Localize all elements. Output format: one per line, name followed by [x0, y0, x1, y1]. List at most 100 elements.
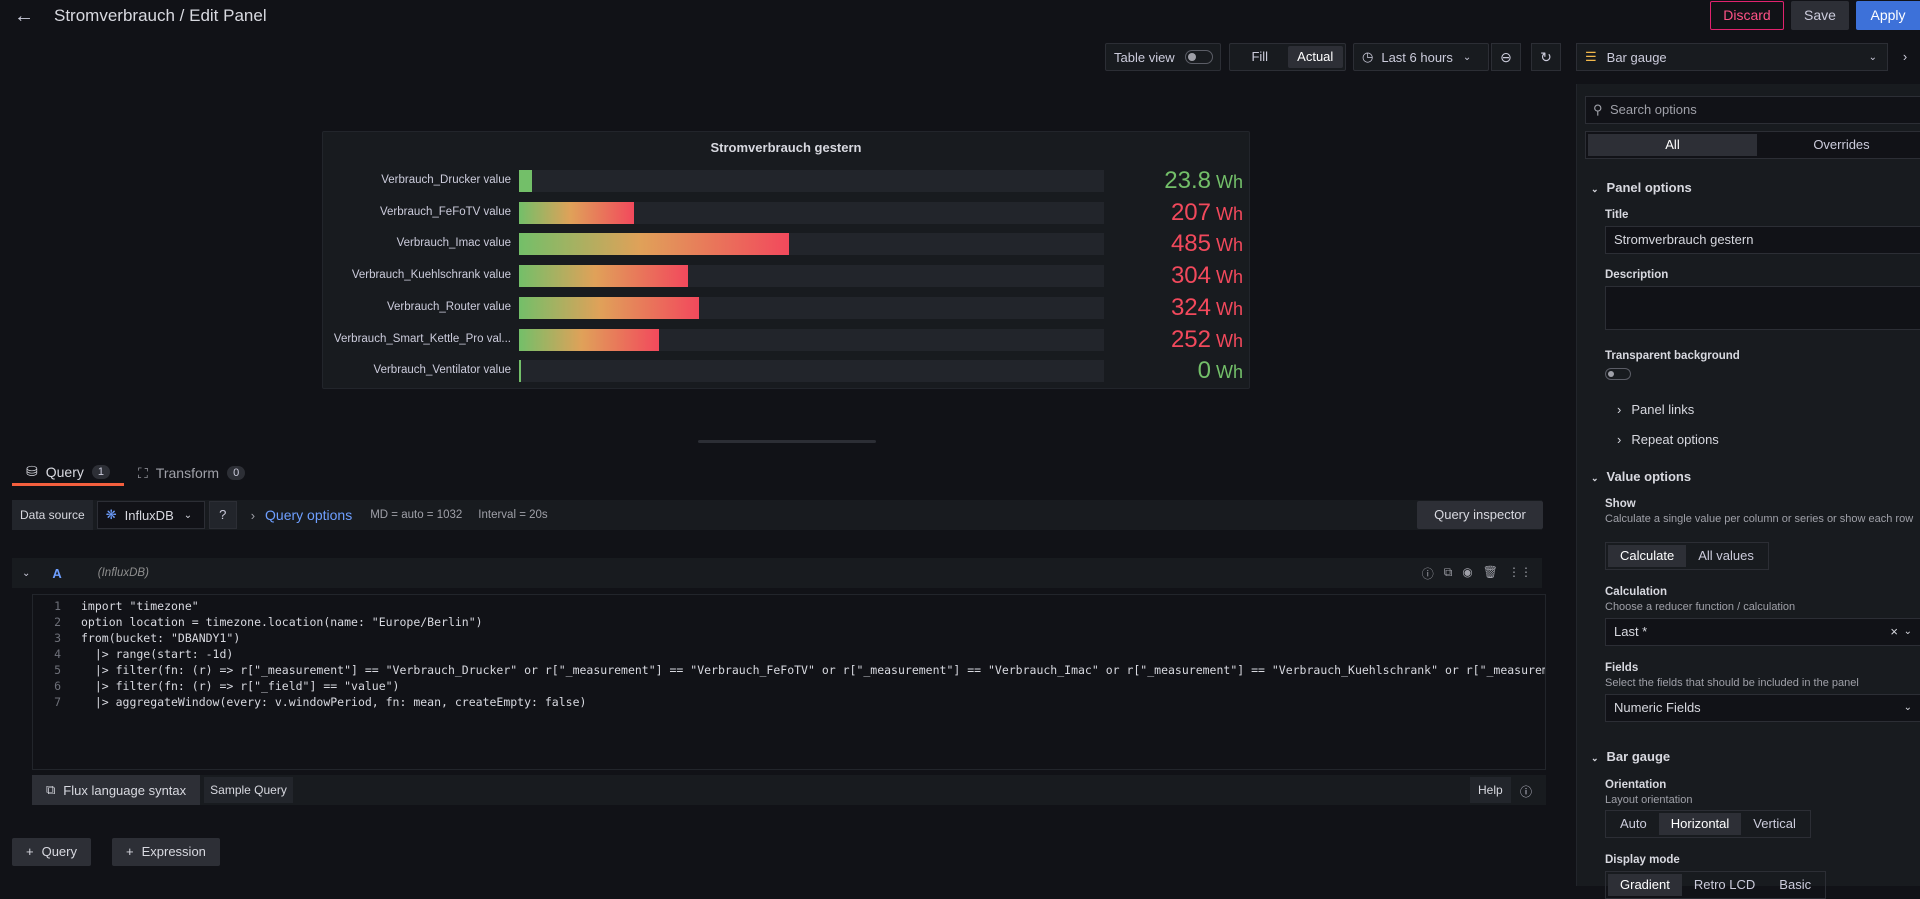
time-range-label: Last 6 hours	[1381, 49, 1453, 65]
bar-track	[519, 328, 1104, 351]
fill-actual-switch: Fill Actual	[1229, 43, 1346, 71]
chevron-down-icon: ⌄	[1903, 626, 1912, 637]
basic-option[interactable]: Basic	[1779, 877, 1812, 892]
tab-query-label: Query	[45, 463, 84, 480]
bar-track	[519, 233, 1104, 256]
bar-value: 304 Wh	[1170, 262, 1243, 290]
panel-options-section[interactable]: ⌄ Panel options	[1591, 180, 1692, 195]
panel-title: Stromverbrauch gestern	[710, 140, 862, 155]
top-bar: ← Stromverbrauch / Edit Panel Discard Sa…	[0, 0, 1920, 32]
sample-query-button[interactable]: Sample Query	[204, 777, 293, 803]
drag-handle-icon[interactable]: ⋮⋮	[1508, 565, 1532, 579]
gradient-option[interactable]: Gradient	[1608, 874, 1682, 896]
bar-row: Verbrauch_Drucker value 23.8 Wh	[323, 167, 1251, 194]
add-query-button[interactable]: + Query	[12, 838, 91, 866]
code-line: |> aggregateWindow(every: v.windowPeriod…	[81, 695, 587, 709]
zoom-out-icon[interactable]: ⊖	[1491, 43, 1521, 71]
horizontal-option[interactable]: Horizontal	[1658, 813, 1742, 835]
panel-links-section[interactable]: › Panel links	[1617, 402, 1694, 417]
info-icon[interactable]: ⓘ	[1520, 785, 1533, 799]
transform-count-badge: 0	[227, 466, 246, 480]
add-query-label: Query	[41, 844, 77, 859]
actual-option[interactable]: Actual	[1287, 46, 1343, 68]
help-button[interactable]: Help	[1470, 777, 1511, 803]
chevron-down-icon: ⌄	[1591, 184, 1599, 194]
visualization-picker[interactable]: ☰ Bar gauge ⌄	[1576, 43, 1888, 71]
duplicate-icon[interactable]: ⧉	[1443, 565, 1453, 579]
vertical-option[interactable]: Vertical	[1753, 816, 1796, 831]
bar-label: Verbrauch_Imac value	[396, 237, 511, 250]
page-title: Stromverbrauch / Edit Panel	[54, 6, 267, 25]
data-source-select[interactable]: ❋ InfluxDB ⌄	[96, 501, 205, 529]
bar-label: Verbrauch_Kuehlschrank value	[351, 269, 511, 282]
fields-select[interactable]: Numeric Fields ⌄	[1605, 694, 1920, 722]
discard-button[interactable]: Discard	[1710, 1, 1784, 30]
flux-syntax-label: Flux language syntax	[63, 782, 187, 798]
eye-icon[interactable]: ◉	[1462, 565, 1473, 579]
line-number: 2	[54, 615, 61, 629]
add-expression-label: Expression	[141, 844, 206, 859]
chevron-down-icon: ⌄	[1591, 753, 1599, 763]
options-tabs: All Overrides	[1585, 131, 1920, 159]
show-label: Show	[1605, 498, 1636, 510]
code-editor[interactable]: 1 import "timezone" 2 option location = tim…	[32, 594, 1546, 770]
query-options-row: Data source ❋ InfluxDB ⌄ ? › Query optio…	[12, 500, 1542, 530]
tab-transform[interactable]: ⛶ Transform 0	[124, 460, 259, 486]
bar-row: Verbrauch_Imac value 485 Wh	[323, 230, 1251, 258]
query-options-link[interactable]: Query options	[265, 507, 353, 523]
value-options-section[interactable]: ⌄ Value options	[1591, 469, 1691, 484]
value-options-heading: Value options	[1606, 469, 1692, 484]
clear-icon[interactable]: ×	[1890, 624, 1898, 639]
back-arrow-icon[interactable]: ←	[14, 5, 34, 27]
refresh-icon[interactable]: ↻	[1531, 43, 1561, 71]
panel-links-label: Panel links	[1631, 402, 1695, 417]
apply-button[interactable]: Apply	[1856, 1, 1920, 30]
bar-fill	[519, 170, 533, 192]
query-ref-id[interactable]: A	[52, 565, 62, 581]
chevron-right-icon[interactable]: ›	[250, 507, 256, 523]
repeat-options-section[interactable]: › Repeat options	[1617, 432, 1719, 447]
retro-lcd-option[interactable]: Retro LCD	[1693, 877, 1756, 892]
tab-overrides[interactable]: Overrides	[1813, 137, 1870, 152]
data-source-label: Data source	[12, 500, 93, 530]
bar-gauge-section[interactable]: ⌄ Bar gauge	[1591, 749, 1670, 764]
show-description: Calculate a single value per column or s…	[1605, 513, 1914, 525]
bar-track	[519, 201, 1104, 224]
time-range-picker[interactable]: ◷ Last 6 hours ⌄	[1353, 43, 1489, 71]
trash-icon[interactable]: 🗑	[1482, 565, 1498, 579]
auto-option[interactable]: Auto	[1620, 816, 1647, 831]
bar-fill	[519, 201, 635, 224]
calculate-option[interactable]: Calculate	[1608, 545, 1687, 567]
title-input[interactable]: Stromverbrauch gestern	[1605, 226, 1920, 254]
fill-option[interactable]: Fill	[1251, 49, 1269, 64]
bar-value: 252 Wh	[1170, 325, 1243, 353]
tab-all[interactable]: All	[1588, 134, 1757, 156]
bar-value: 485 Wh	[1170, 230, 1243, 258]
query-inspector-button[interactable]: Query inspector	[1417, 501, 1543, 529]
transparent-label: Transparent background	[1605, 350, 1740, 362]
description-textarea[interactable]	[1605, 286, 1920, 330]
add-expression-button[interactable]: + Expression	[112, 838, 220, 866]
help-icon[interactable]: ⓘ	[1421, 567, 1434, 581]
save-button[interactable]: Save	[1791, 1, 1849, 30]
line-number: 3	[54, 631, 61, 645]
bar-row: Verbrauch_Router value 324 Wh	[323, 294, 1251, 321]
collapse-chevron-icon[interactable]: ⌄	[22, 567, 31, 579]
help-circle-icon[interactable]: ?	[208, 501, 237, 529]
pane-splitter[interactable]	[698, 440, 876, 443]
toggle-switch-icon[interactable]	[1184, 50, 1213, 64]
calculation-select[interactable]: Last * × ⌄	[1605, 618, 1920, 646]
table-view-toggle[interactable]: Table view	[1105, 43, 1221, 71]
transparent-toggle[interactable]	[1605, 368, 1631, 380]
chevron-right-icon[interactable]: ›	[1902, 49, 1908, 64]
query-actions: ⓘ ⧉ ◉ 🗑 ⋮⋮	[1422, 565, 1532, 582]
bar-fill	[519, 265, 688, 288]
fields-description: Select the fields that should be include…	[1605, 677, 1859, 689]
line-number: 7	[54, 695, 61, 709]
flux-syntax-button[interactable]: ⧉ Flux language syntax	[32, 775, 201, 805]
search-options-input[interactable]: ⚲ Search options	[1585, 96, 1920, 124]
chevron-down-icon: ⌄	[1868, 51, 1877, 63]
all-values-option[interactable]: All values	[1698, 548, 1754, 563]
bar-track	[519, 360, 1104, 383]
tab-query[interactable]: ⛁ Query 1	[12, 460, 124, 486]
